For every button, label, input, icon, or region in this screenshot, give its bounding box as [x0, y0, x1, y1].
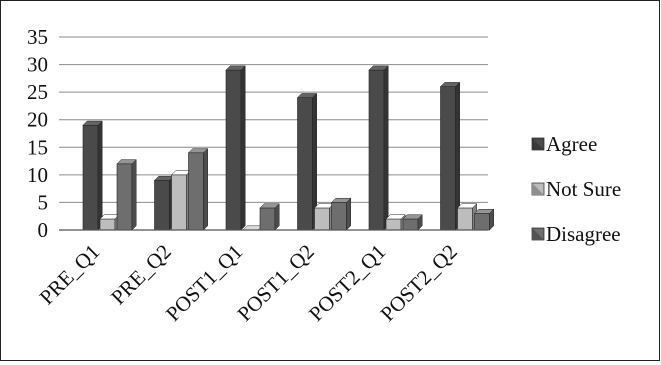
bar-front: [368, 69, 385, 231]
bar-top: [402, 214, 423, 220]
bar-top: [473, 209, 495, 214]
bar-chart: 0 5 10 15 20 25 30 35 PRE_Q1 PRE_Q2POST1_Q1POST1…: [27, 25, 621, 326]
bar-disagree-pre_q1: [116, 159, 137, 231]
legend-swatch-shade: [532, 183, 544, 195]
bar-front: [171, 174, 187, 231]
bar-side: [131, 159, 137, 231]
bar-top: [82, 120, 103, 126]
x-tick-label: POST2_Q1: [304, 240, 390, 326]
x-tick-label: PRE_Q2: [106, 240, 176, 310]
bar-front: [402, 218, 419, 231]
bar-top: [225, 65, 246, 71]
x-tick-label: PRE_Q1: [35, 240, 105, 310]
y-axis-ticks: 0 5 10 15 20 25 30 35: [27, 25, 48, 242]
bar-not-sure-pre_q2: [170, 170, 192, 231]
y-tick-label: 10: [27, 163, 48, 187]
y-tick-label: 0: [38, 218, 49, 242]
legend-label: Not Sure: [546, 177, 621, 201]
legend-item-disagree: Disagree: [531, 222, 621, 246]
bar-front: [82, 124, 99, 231]
bar-agree-pre_q2: [153, 175, 175, 231]
bar-front: [297, 97, 313, 231]
legend-swatch-shade: [532, 138, 544, 150]
bar-front: [474, 213, 490, 231]
y-tick-label: 15: [27, 135, 48, 159]
bar-agree-post2_q2: [439, 81, 461, 231]
bar-top: [385, 214, 406, 220]
y-tick-label: 35: [27, 25, 48, 49]
bar-top: [187, 148, 209, 154]
bar-front: [225, 69, 242, 231]
y-tick-label: 20: [27, 108, 48, 132]
bar-disagree-post2_q2: [473, 208, 495, 231]
bar-top: [116, 159, 137, 165]
bar-side: [383, 65, 389, 231]
x-tick-label: POST1_Q1: [161, 240, 247, 326]
bar-agree-pre_q1: [82, 120, 103, 231]
x-tick-label: POST2_Q2: [375, 240, 461, 326]
legend-item-agree: Agree: [531, 132, 597, 156]
bar-side: [203, 147, 208, 231]
x-tick-label: POST1_Q2: [232, 240, 318, 326]
bar-agree-post2_q1: [368, 65, 389, 231]
bar-agree-post1_q1: [225, 65, 246, 231]
bar-front: [154, 180, 170, 231]
legend: Agree Not Sure Disagree: [531, 132, 621, 246]
bar-not-sure-post2_q1: [385, 214, 406, 231]
bar-front: [314, 207, 330, 231]
bar-top: [259, 203, 280, 209]
bar-disagree-post1_q1: [259, 203, 280, 231]
bar-not-sure-post2_q2: [456, 203, 478, 231]
bar-side: [274, 203, 280, 231]
bar-disagree-pre_q2: [187, 147, 209, 231]
bar-front: [440, 86, 456, 231]
bar-disagree-post1_q2: [330, 197, 352, 231]
y-tick-label: 30: [27, 53, 48, 77]
bar-front: [385, 218, 402, 231]
y-tick-label: 25: [27, 80, 48, 104]
legend-item-not-sure: Not Sure: [531, 177, 621, 201]
bar-top: [330, 197, 352, 203]
bar-not-sure-pre_q1: [99, 214, 120, 231]
bars: [82, 65, 495, 231]
legend-label: Disagree: [546, 222, 621, 246]
bar-not-sure-post1_q2: [313, 203, 335, 231]
bar-top: [456, 203, 478, 209]
legend-swatch-shade: [532, 228, 544, 240]
bar-not-sure-post1_q1: [242, 225, 263, 231]
bar-side: [97, 120, 103, 231]
bar-top: [439, 82, 461, 87]
bar-disagree-post2_q1: [402, 214, 423, 231]
bar-top: [368, 65, 389, 71]
y-tick-label: 5: [38, 190, 49, 214]
bar-front: [188, 152, 204, 231]
bar-side: [240, 65, 246, 231]
bar-front: [116, 163, 133, 231]
x-axis-labels: PRE_Q1 PRE_Q2POST1_Q1POST1_Q2POST2_Q1POST…: [35, 240, 462, 326]
bar-top: [296, 93, 318, 98]
bar-front: [259, 207, 276, 231]
bar-front: [331, 202, 347, 231]
bar-agree-post1_q2: [296, 92, 318, 231]
bar-front: [457, 207, 473, 231]
bar-side: [346, 197, 351, 231]
legend-label: Agree: [546, 132, 597, 156]
bar-front: [99, 218, 116, 231]
bar-top: [242, 225, 263, 231]
